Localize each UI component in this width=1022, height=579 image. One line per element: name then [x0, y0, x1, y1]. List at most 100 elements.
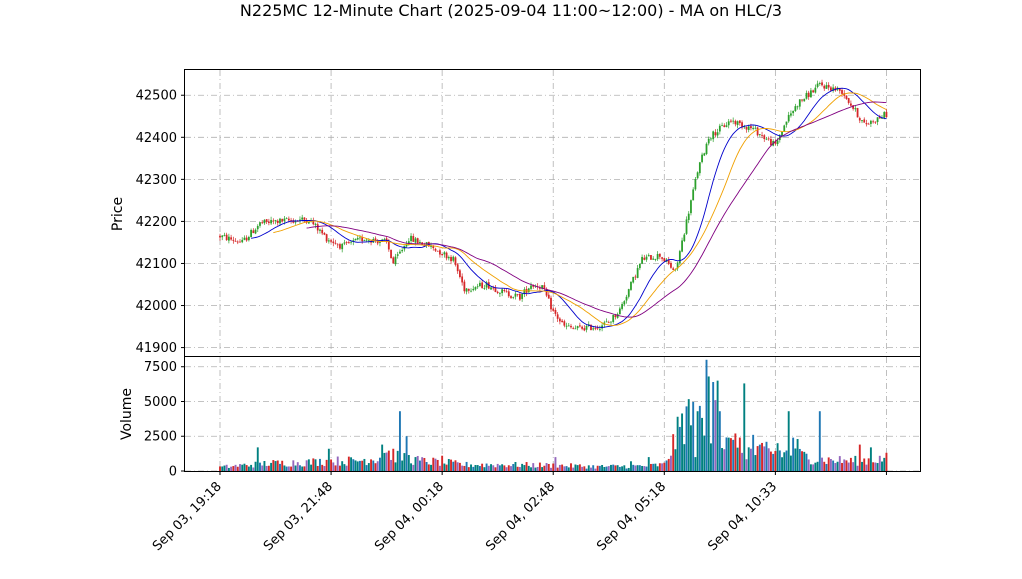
candle — [554, 307, 557, 317]
volume-bar — [487, 465, 490, 471]
candle — [863, 117, 866, 123]
price-tick-label: 41900 — [136, 341, 177, 356]
candle-body — [723, 125, 726, 128]
candle — [610, 321, 612, 326]
volume-bar — [701, 417, 704, 471]
candle-body — [876, 117, 879, 123]
volume-bar — [607, 466, 610, 471]
candle-body — [721, 125, 723, 127]
candle — [345, 241, 348, 245]
volume-bar — [601, 464, 604, 471]
candle — [245, 235, 248, 242]
candle — [374, 236, 377, 243]
volume-bar — [747, 447, 750, 471]
candle-body — [356, 238, 359, 240]
volume-bar — [243, 463, 246, 471]
volume-bar — [558, 464, 561, 471]
candle — [403, 245, 406, 252]
candle-body — [259, 222, 261, 226]
candle-body — [272, 220, 275, 222]
candle-body — [345, 242, 348, 244]
candle-body — [750, 126, 752, 129]
volume-bar — [381, 444, 384, 471]
candle-body — [301, 217, 304, 220]
candle-body — [607, 322, 610, 324]
candle-body — [361, 237, 364, 242]
candle-body — [807, 92, 810, 97]
candle — [370, 239, 372, 246]
volume-bar — [647, 457, 650, 471]
candle — [394, 253, 397, 267]
volume-bar — [314, 459, 317, 471]
volume-bar — [732, 439, 735, 471]
candle-body — [790, 113, 792, 116]
volume-bar — [445, 464, 448, 471]
volume-bar — [330, 459, 333, 471]
volume-bar — [410, 463, 412, 471]
candle-body — [812, 90, 815, 93]
volume-bar — [641, 465, 644, 471]
volume-bar — [572, 467, 575, 471]
candle — [827, 82, 830, 91]
candle-body — [538, 287, 541, 289]
candle — [643, 254, 646, 261]
volume-bar — [259, 462, 261, 471]
candle — [492, 285, 495, 291]
volume-series — [219, 359, 888, 471]
candle — [294, 219, 297, 225]
candle — [832, 84, 835, 93]
volume-bar — [239, 464, 241, 471]
candle-body — [798, 99, 801, 107]
candle — [794, 103, 797, 112]
candle-body — [627, 289, 630, 297]
candle-body — [738, 120, 741, 123]
volume-bar — [527, 465, 530, 471]
candle — [272, 218, 275, 225]
volume-bar — [505, 467, 508, 471]
candle — [732, 117, 735, 125]
x-tick-label: Sep 03, 21:48 — [261, 479, 336, 554]
candle — [570, 323, 572, 329]
candle — [550, 295, 552, 312]
candle — [336, 243, 339, 249]
candle — [305, 217, 308, 225]
candle-body — [507, 291, 510, 297]
volume-bar — [690, 425, 692, 471]
candle — [712, 130, 715, 143]
candle-body — [530, 285, 532, 289]
candle-body — [294, 220, 297, 223]
candle-body — [490, 287, 492, 290]
volume-bar — [418, 460, 421, 471]
volume-bar — [769, 451, 772, 471]
candle-body — [874, 121, 877, 123]
candle — [630, 281, 632, 291]
candle-body — [303, 217, 306, 220]
price-tick-label: 42200 — [136, 215, 177, 230]
x-tick-label: Sep 04, 00:18 — [372, 479, 447, 554]
ma-mid-line — [273, 92, 887, 326]
candle — [541, 285, 544, 290]
candle-body — [641, 256, 643, 264]
candle — [321, 227, 324, 236]
candle-body — [474, 287, 477, 290]
candle — [774, 139, 777, 146]
volume-bar — [829, 458, 832, 471]
candle — [221, 235, 224, 241]
candle — [561, 318, 564, 323]
candle — [796, 105, 799, 110]
candle-body — [614, 315, 617, 318]
volume-bar — [456, 462, 459, 471]
candle-body — [683, 234, 686, 242]
volume-bar — [394, 462, 397, 471]
candle-body — [334, 242, 337, 244]
candle-body — [801, 99, 803, 101]
candle-body — [774, 141, 777, 144]
candle — [714, 129, 717, 138]
x-tick-label: Sep 04, 10:33 — [705, 479, 780, 554]
candle-body — [730, 120, 732, 122]
volume-bar — [827, 457, 830, 471]
candle-body — [872, 121, 875, 123]
volume-bar — [858, 444, 861, 471]
candle-body — [583, 328, 586, 331]
candle — [450, 255, 452, 265]
